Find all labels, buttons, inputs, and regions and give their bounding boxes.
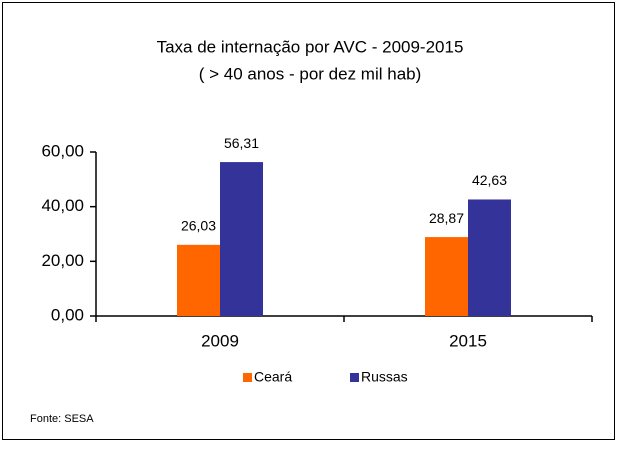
bar xyxy=(468,199,511,316)
y-tick-label: 40,00 xyxy=(41,196,84,215)
data-label: 28,87 xyxy=(429,210,464,226)
chart-title: Taxa de internação por AVC - 2009-2015 xyxy=(157,37,464,56)
bar xyxy=(177,244,220,316)
data-label: 56,31 xyxy=(224,135,259,151)
bar xyxy=(220,162,263,316)
y-tick-label: 20,00 xyxy=(41,251,84,270)
y-tick-label: 60,00 xyxy=(41,141,84,160)
legend-label: Ceará xyxy=(254,369,292,385)
x-tick-label: 2009 xyxy=(201,331,239,350)
legend-swatch xyxy=(243,373,252,382)
chart-border xyxy=(2,2,615,440)
y-tick-label: 0,00 xyxy=(51,305,84,324)
bar xyxy=(425,237,468,316)
data-label: 42,63 xyxy=(472,172,507,188)
legend-swatch xyxy=(350,373,359,382)
legend-label: Russas xyxy=(361,369,408,385)
chart-subtitle: ( > 40 anos - por dez mil hab) xyxy=(199,64,422,83)
source-note: Fonte: SESA xyxy=(30,413,94,425)
data-label: 26,03 xyxy=(181,218,216,234)
x-tick-label: 2015 xyxy=(449,331,487,350)
